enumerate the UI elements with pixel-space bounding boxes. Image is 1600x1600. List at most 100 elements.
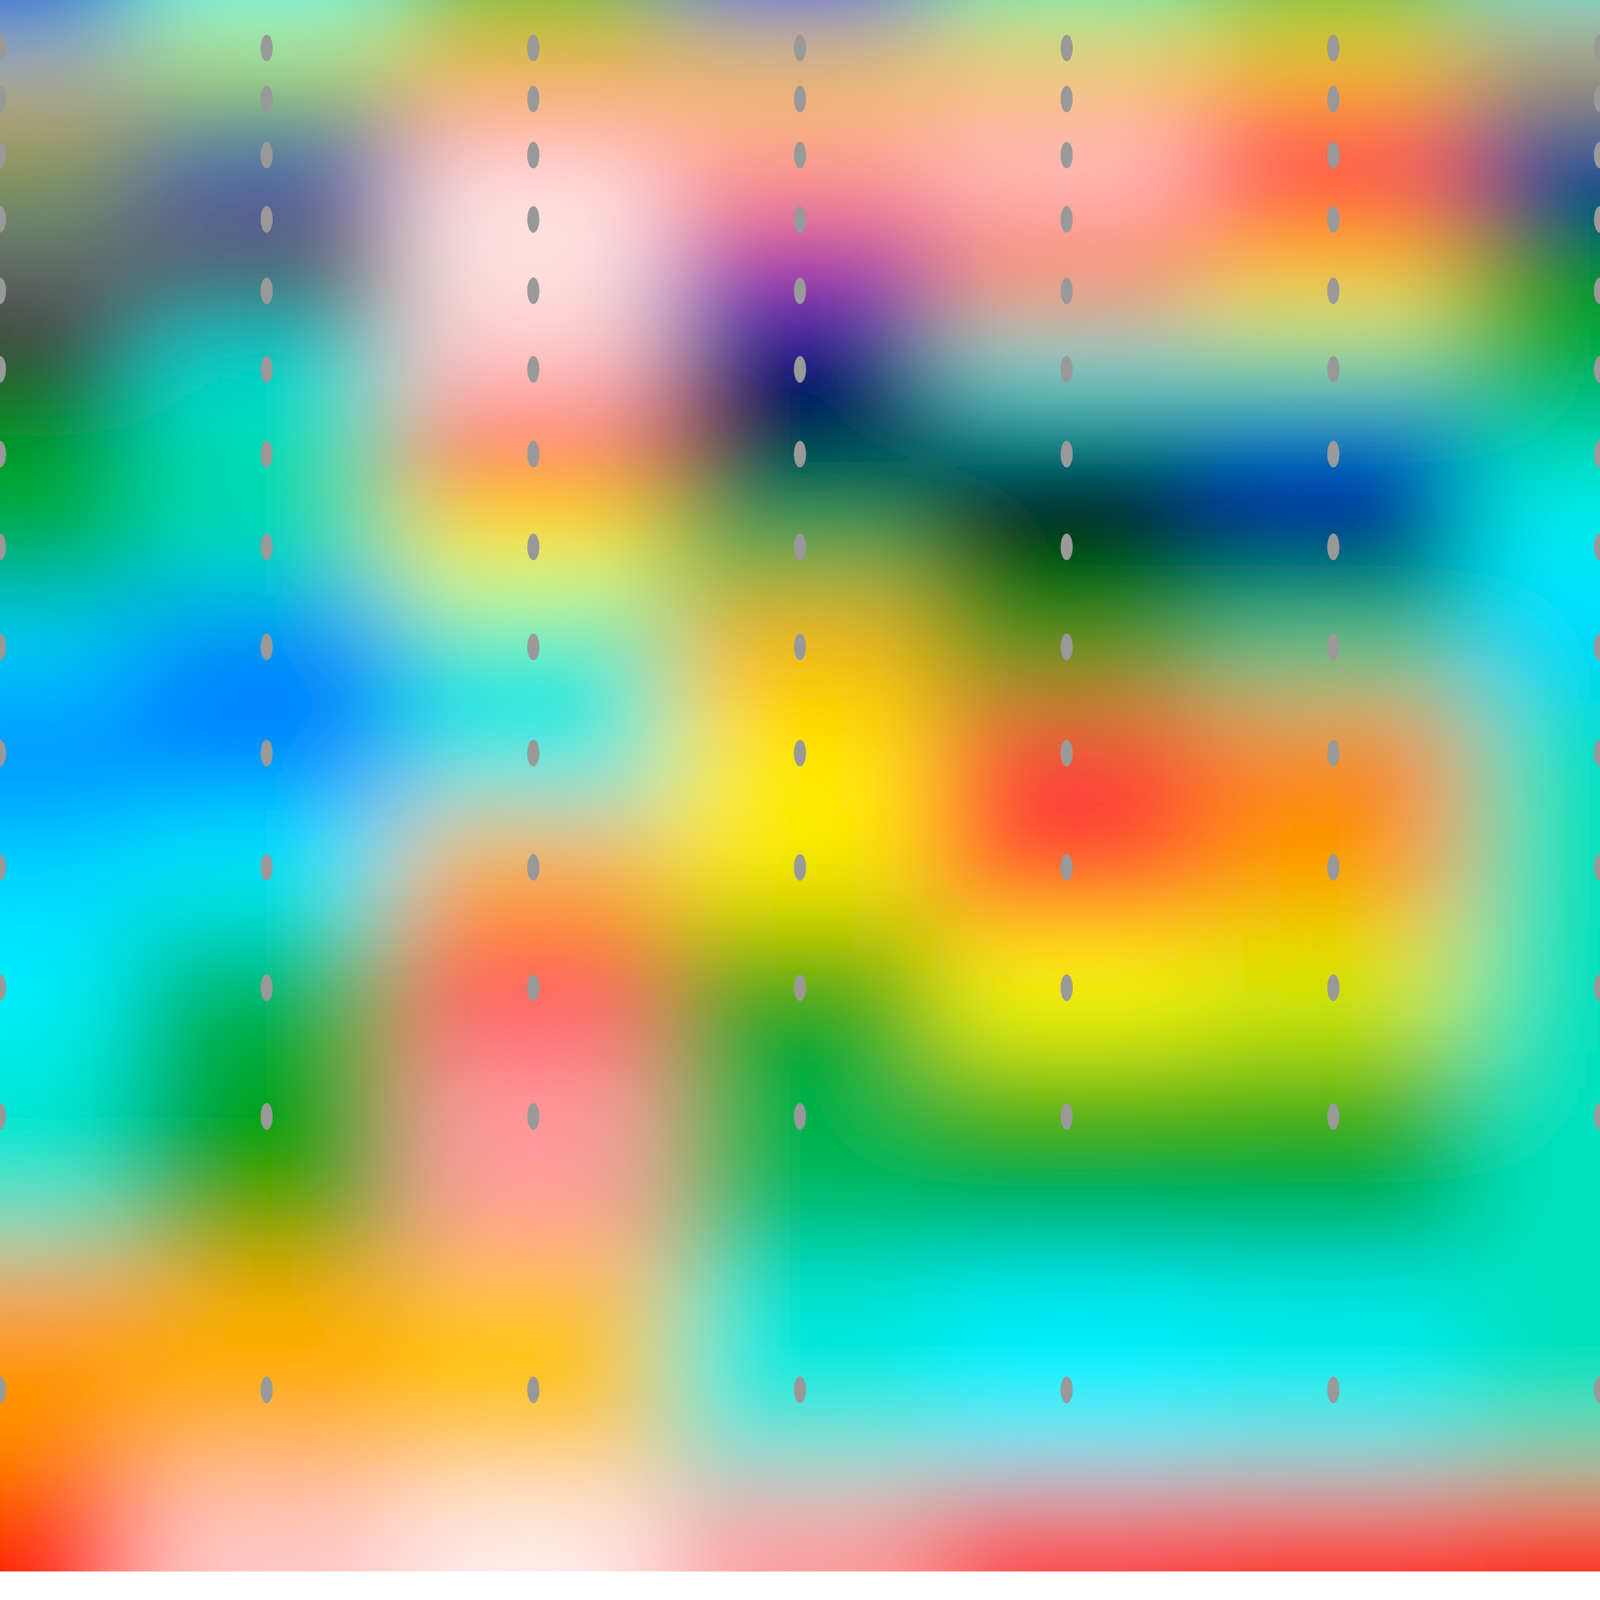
cell	[666, 0, 934, 25]
station-dot	[0, 739, 7, 767]
cell	[400, 700, 668, 811]
station-dot	[260, 1376, 273, 1404]
cell	[0, 1253, 134, 1482]
cell	[933, 187, 1201, 257]
cell	[666, 1480, 934, 1572]
cell	[0, 330, 134, 413]
station-dot	[1327, 533, 1340, 561]
station-dot	[793, 206, 807, 233]
cell	[133, 500, 401, 598]
station-dot	[0, 440, 7, 468]
cell	[1200, 700, 1468, 811]
station-dot	[527, 1376, 540, 1404]
station-dot	[527, 1103, 540, 1130]
station-dot	[1060, 85, 1073, 113]
cell	[1466, 1052, 1600, 1254]
cell	[133, 255, 401, 332]
station-dot	[1327, 974, 1340, 1001]
station-dot	[793, 853, 807, 881]
cell	[1466, 810, 1600, 929]
cell	[0, 700, 134, 811]
station-dot	[1060, 356, 1073, 383]
cell	[933, 0, 1201, 25]
cell	[666, 187, 934, 257]
cell	[133, 700, 401, 811]
cell	[933, 1253, 1201, 1482]
station-dot	[0, 633, 7, 661]
station-dot	[1593, 974, 1600, 1001]
cell	[1200, 187, 1468, 257]
station-dot	[260, 142, 273, 169]
station-dot	[1327, 142, 1340, 169]
station-dot	[1593, 356, 1600, 383]
station-dot	[1060, 533, 1073, 561]
station-dot	[1327, 853, 1340, 881]
cell	[1466, 24, 1600, 75]
station-dot	[260, 533, 273, 561]
cell	[666, 700, 934, 811]
station-dot	[527, 142, 540, 169]
cell	[666, 411, 934, 501]
cell	[0, 1052, 134, 1254]
cell	[0, 500, 134, 598]
cell	[1200, 927, 1468, 1053]
station-dot	[1060, 440, 1073, 468]
cell	[1200, 330, 1468, 413]
cell	[933, 127, 1201, 189]
cell	[1466, 187, 1600, 257]
station-dot	[527, 853, 540, 881]
cell	[933, 24, 1201, 75]
station-dot	[793, 277, 807, 304]
cell	[1466, 127, 1600, 189]
station-dot	[793, 739, 807, 767]
cell	[933, 1052, 1201, 1254]
field	[0, 0, 1600, 1572]
station-dot	[260, 277, 273, 304]
cell	[933, 596, 1201, 701]
station-dot	[527, 633, 540, 661]
cell	[1466, 500, 1600, 598]
station-dot	[1060, 1103, 1073, 1130]
cell	[0, 73, 134, 128]
cell	[666, 1253, 934, 1482]
station-dot	[1593, 633, 1600, 661]
station-dot	[793, 1376, 807, 1404]
station-dot	[1060, 853, 1073, 881]
cell	[1200, 127, 1468, 189]
station-dot	[1593, 142, 1600, 169]
cell	[400, 24, 668, 75]
station-dot	[0, 533, 7, 561]
cell	[400, 927, 668, 1053]
station-dot	[1060, 739, 1073, 767]
station-dot	[527, 85, 540, 113]
contour-chart	[0, 0, 1600, 1600]
cell	[0, 255, 134, 332]
cell	[133, 127, 401, 189]
cell	[666, 330, 934, 413]
station-dot	[0, 85, 7, 113]
station-dot	[260, 1103, 273, 1130]
station-dot	[260, 34, 273, 61]
cell	[933, 810, 1201, 929]
station-dot	[793, 633, 807, 661]
station-dot	[1327, 277, 1340, 304]
station-dot	[527, 277, 540, 304]
station-dot	[0, 974, 7, 1001]
cell	[933, 330, 1201, 413]
cell	[1466, 330, 1600, 413]
station-dot	[0, 356, 7, 383]
cell	[0, 187, 134, 257]
cell	[933, 411, 1201, 501]
cell	[1466, 700, 1600, 811]
station-dot	[527, 206, 540, 233]
cell	[1200, 411, 1468, 501]
cell	[1200, 24, 1468, 75]
cell	[133, 187, 401, 257]
cell	[1200, 1253, 1468, 1482]
station-dot	[1593, 853, 1600, 881]
station-dot	[1593, 1103, 1600, 1130]
cell	[1200, 810, 1468, 929]
station-dot	[1593, 1376, 1600, 1404]
station-dot	[1593, 739, 1600, 767]
cell	[666, 1052, 934, 1254]
